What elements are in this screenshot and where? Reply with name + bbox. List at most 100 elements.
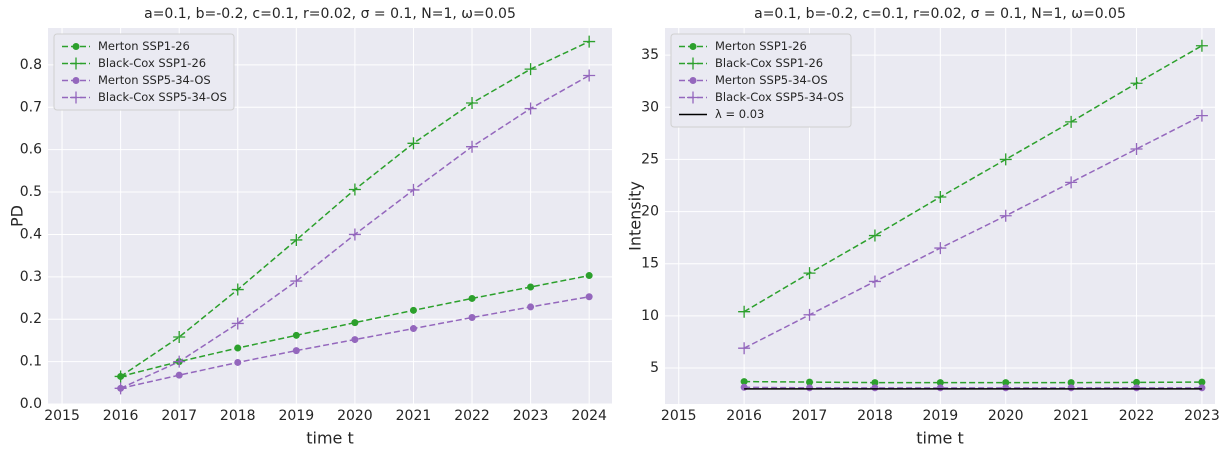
y-tick-label: 0.7 (20, 99, 42, 115)
marker (527, 283, 535, 291)
x-tick-label: 2023 (1184, 408, 1220, 424)
x-tick-label: 2021 (396, 408, 432, 424)
legend-marker (72, 43, 80, 50)
marker (1065, 176, 1078, 189)
marker (871, 379, 879, 387)
marker (290, 233, 303, 246)
y-tick-label: 0.2 (20, 311, 42, 327)
marker (1198, 378, 1206, 386)
legend-box (53, 33, 235, 111)
chart: 2015 2016 2017 2018 2019 2020 2021 2022 2023 5 10 1… (626, 6, 1220, 448)
legend-label: Merton SSP5-34-OS (715, 73, 828, 87)
marker (738, 342, 751, 355)
marker (1195, 109, 1208, 122)
marker (1065, 115, 1078, 128)
marker (348, 183, 361, 196)
chart: 2015 2016 2017 2018 2019 2020 2021 2022 2023 2024… (8, 6, 612, 448)
x-tick-label: 2015 (661, 408, 697, 424)
marker (173, 331, 186, 344)
y-tick-label: 0.4 (20, 226, 42, 242)
series-line (744, 386, 1202, 389)
series-line (743, 45, 1203, 313)
marker (527, 303, 535, 311)
marker (1002, 379, 1010, 387)
marker (175, 371, 183, 379)
x-tick-label: 2023 (513, 408, 549, 424)
marker (348, 228, 361, 241)
marker (234, 344, 242, 352)
y-tick-label: 35 (641, 47, 659, 63)
marker (868, 275, 881, 288)
marker (231, 317, 244, 330)
y-tick-label: 5 (650, 360, 659, 376)
marker (466, 140, 479, 153)
marker (740, 383, 748, 391)
marker (292, 331, 300, 339)
marker (1130, 77, 1143, 90)
y-tick-label: 15 (641, 256, 659, 272)
legend-label: Merton SSP1-26 (715, 39, 807, 53)
legend-label: Black-Cox SSP1-26 (98, 56, 206, 70)
marker (524, 63, 537, 76)
x-tick-label: 2016 (103, 408, 139, 424)
y-axis-label: PD (8, 205, 27, 227)
x-tick-label: 2024 (571, 408, 607, 424)
chart-title: a=0.1, b=-0.2, c=0.1, r=0.02, σ = 0.1, N… (144, 6, 516, 22)
legend-label: Black-Cox SSP5-34-OS (715, 90, 844, 104)
marker (231, 283, 244, 296)
marker (1133, 378, 1141, 386)
y-tick-label: 25 (641, 151, 659, 167)
marker (351, 319, 359, 327)
y-tick-label: 0.0 (20, 396, 42, 412)
marker (290, 275, 303, 288)
marker (1067, 384, 1075, 392)
x-tick-label: 2020 (988, 408, 1024, 424)
marker (409, 306, 417, 314)
marker (114, 370, 127, 383)
marker (468, 314, 476, 322)
legend-marker (72, 77, 80, 84)
marker (936, 379, 944, 387)
legend-label: Merton SSP1-26 (98, 39, 190, 53)
marker (868, 229, 881, 242)
y-tick-label: 0.1 (20, 354, 42, 370)
x-tick-label: 2019 (923, 408, 959, 424)
marker (934, 242, 947, 255)
y-tick-label: 30 (641, 99, 659, 115)
y-tick-label: 0.5 (20, 184, 42, 200)
x-tick-label: 2016 (726, 408, 762, 424)
legend-label: Merton SSP5-34-OS (98, 73, 211, 87)
legend-box (670, 33, 852, 128)
marker (114, 382, 127, 395)
marker (1133, 384, 1141, 392)
marker (583, 69, 596, 82)
marker (999, 153, 1012, 166)
x-tick-label: 2017 (792, 408, 828, 424)
marker (936, 384, 944, 392)
y-axis-label: Intensity (626, 181, 645, 251)
marker (999, 209, 1012, 222)
x-tick-label: 2022 (454, 408, 490, 424)
legend-label: λ = 0.03 (715, 107, 764, 121)
legend-marker (70, 57, 82, 70)
marker (409, 325, 417, 333)
marker (524, 102, 537, 115)
x-tick-label: 2018 (857, 408, 893, 424)
y-tick-label: 20 (641, 204, 659, 220)
marker (234, 358, 242, 366)
legend-marker (687, 91, 699, 104)
series-line (120, 274, 590, 378)
marker (806, 384, 814, 392)
marker (871, 384, 879, 392)
marker (934, 190, 947, 203)
x-axis-label: time t (306, 429, 354, 448)
marker (583, 35, 596, 48)
legend-label: Black-Cox SSP1-26 (715, 56, 823, 70)
x-tick-label: 2019 (279, 408, 315, 424)
y-tick-label: 0.6 (20, 142, 42, 158)
marker (407, 137, 420, 150)
series-line (744, 380, 1202, 384)
marker (351, 336, 359, 344)
marker (466, 97, 479, 110)
